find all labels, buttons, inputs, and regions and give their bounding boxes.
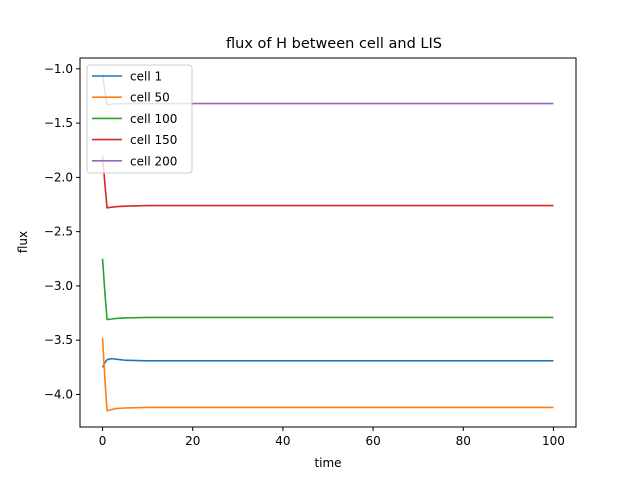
legend-entry: cell 50 xyxy=(130,91,170,105)
series-line-cell-150 xyxy=(101,155,554,209)
legend-entry: cell 200 xyxy=(130,154,177,168)
x-axis-label: time xyxy=(314,456,341,470)
legend-box xyxy=(86,64,193,174)
chart-title: flux of H between cell and LIS xyxy=(226,36,442,52)
y-axis-ticks: −1.0 −1.5 −2.0 −2.5 −3.0 −3.5 −4.0 xyxy=(44,62,80,401)
x-tick-label: 40 xyxy=(275,434,290,448)
y-tick-label: −4.0 xyxy=(44,387,73,401)
x-tick-label: 100 xyxy=(542,434,565,448)
series-line-cell-1 xyxy=(101,357,554,368)
y-tick-label: −1.5 xyxy=(44,116,73,130)
legend: cell 1 cell 50 cell 100 cell 150 cell 200 xyxy=(86,64,193,174)
series-line-cell-50 xyxy=(101,337,554,412)
y-tick-label: −3.5 xyxy=(44,333,73,347)
legend-entry: cell 100 xyxy=(130,112,177,126)
legend-entry: cell 1 xyxy=(130,70,162,84)
y-tick-label: −1.0 xyxy=(44,62,73,76)
legend-entry: cell 150 xyxy=(130,133,177,147)
x-axis-ticks: 0 20 40 60 80 100 xyxy=(99,427,565,448)
y-tick-label: −2.5 xyxy=(44,225,73,239)
y-axis-label: flux xyxy=(16,231,30,253)
x-tick-label: 60 xyxy=(365,434,380,448)
plot-frame xyxy=(79,57,577,428)
x-tick-label: 0 xyxy=(99,434,107,448)
y-tick-label: −3.0 xyxy=(44,279,73,293)
x-tick-label: 20 xyxy=(185,434,200,448)
series-line-cell-100 xyxy=(101,258,554,321)
y-tick-label: −2.0 xyxy=(44,170,73,184)
x-tick-label: 80 xyxy=(456,434,471,448)
